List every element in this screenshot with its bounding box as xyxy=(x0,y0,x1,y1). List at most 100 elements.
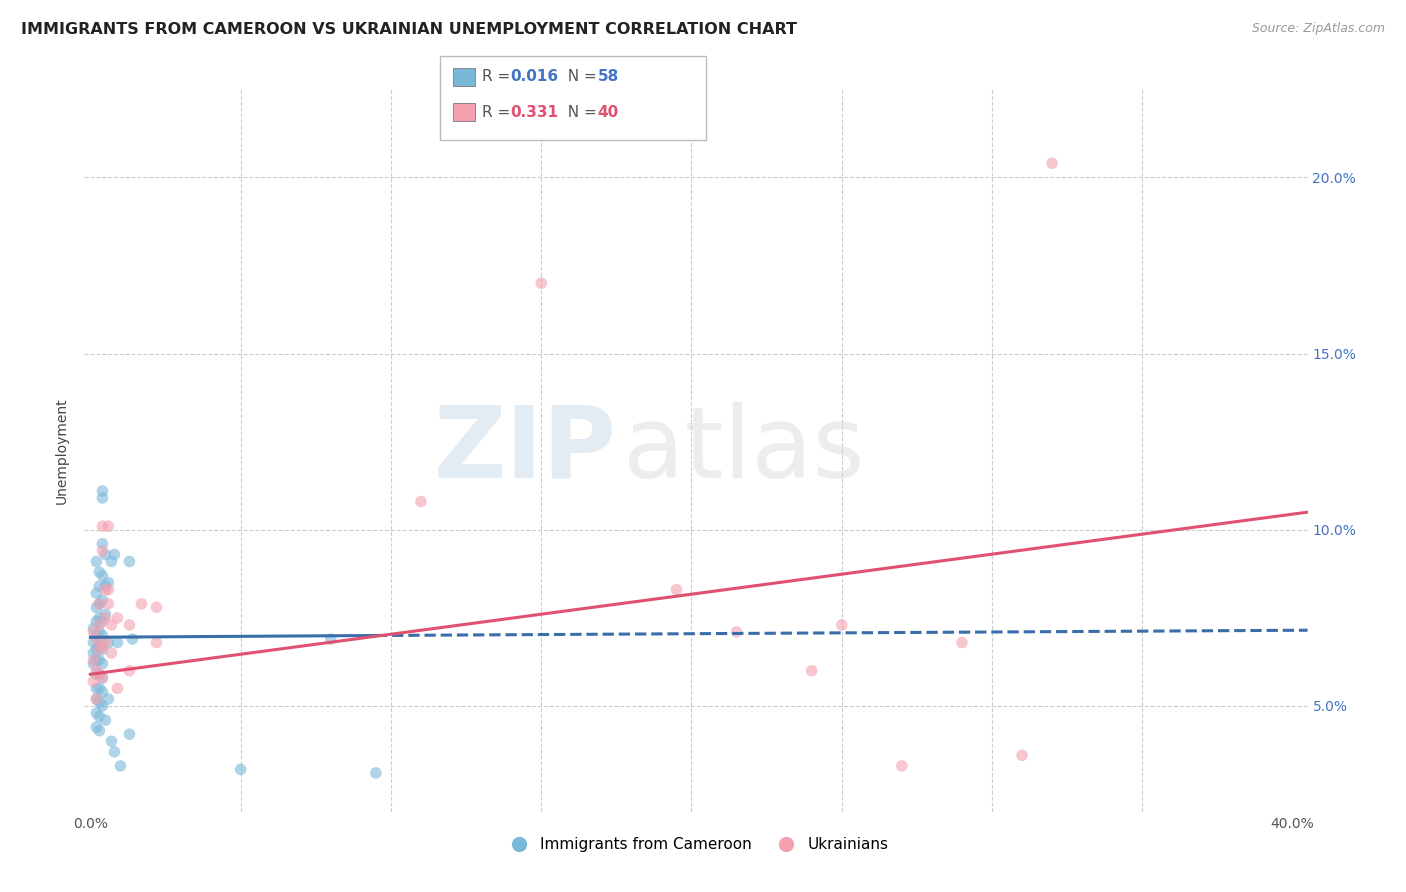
Point xyxy=(107,611,129,625)
Point xyxy=(89,642,111,657)
Point xyxy=(530,276,553,290)
Point xyxy=(86,586,108,600)
Point xyxy=(91,671,114,685)
Point xyxy=(82,674,104,689)
Point xyxy=(121,632,143,646)
Point xyxy=(319,632,342,646)
Point xyxy=(94,607,117,622)
Point xyxy=(91,615,114,629)
Point xyxy=(89,597,111,611)
Point xyxy=(91,593,114,607)
Point xyxy=(89,618,111,632)
Point xyxy=(107,681,129,696)
Point xyxy=(890,759,912,773)
Point xyxy=(97,575,120,590)
Point xyxy=(118,727,141,741)
Point xyxy=(118,664,141,678)
Point xyxy=(86,642,108,657)
Point xyxy=(91,519,114,533)
Point xyxy=(82,622,104,636)
Point xyxy=(145,635,167,649)
Legend: Immigrants from Cameroon, Ukrainians: Immigrants from Cameroon, Ukrainians xyxy=(498,831,894,858)
Point xyxy=(82,653,104,667)
Point xyxy=(89,696,111,710)
Point xyxy=(89,565,111,579)
Point xyxy=(82,624,104,639)
Point xyxy=(86,720,108,734)
Point xyxy=(86,554,108,568)
Text: 0.331: 0.331 xyxy=(510,105,558,120)
Point xyxy=(107,635,129,649)
Point xyxy=(103,745,125,759)
Point xyxy=(89,709,111,723)
Point xyxy=(118,618,141,632)
Point xyxy=(100,646,122,660)
Point xyxy=(91,568,114,582)
Point xyxy=(110,759,132,773)
Point xyxy=(229,763,252,777)
Point xyxy=(82,657,104,671)
Text: 40: 40 xyxy=(598,105,619,120)
Point xyxy=(91,698,114,713)
Point xyxy=(950,635,973,649)
Point xyxy=(86,664,108,678)
Text: R =: R = xyxy=(482,105,516,120)
Point xyxy=(91,491,114,505)
Point xyxy=(665,582,688,597)
Point xyxy=(131,597,153,611)
Point xyxy=(91,483,114,498)
Point xyxy=(86,600,108,615)
Y-axis label: Unemployment: Unemployment xyxy=(55,397,69,504)
Point xyxy=(86,681,108,696)
Point xyxy=(94,635,117,649)
Point xyxy=(100,734,122,748)
Point xyxy=(94,582,117,597)
Text: IMMIGRANTS FROM CAMEROON VS UKRAINIAN UNEMPLOYMENT CORRELATION CHART: IMMIGRANTS FROM CAMEROON VS UKRAINIAN UN… xyxy=(21,22,797,37)
Text: R =: R = xyxy=(482,70,516,84)
Point xyxy=(89,653,111,667)
Point xyxy=(97,582,120,597)
Point xyxy=(100,618,122,632)
Text: N =: N = xyxy=(558,70,602,84)
Point xyxy=(831,618,853,632)
Point xyxy=(94,548,117,562)
Point xyxy=(94,579,117,593)
Point xyxy=(91,657,114,671)
Point xyxy=(364,766,387,780)
Point xyxy=(82,646,104,660)
Point xyxy=(86,692,108,706)
Text: 58: 58 xyxy=(598,70,619,84)
Point xyxy=(91,671,114,685)
Point xyxy=(86,628,108,642)
Point xyxy=(94,713,117,727)
Point xyxy=(82,635,104,649)
Point xyxy=(145,600,167,615)
Point xyxy=(409,494,432,508)
Point xyxy=(91,642,114,657)
Point xyxy=(89,723,111,738)
Point xyxy=(89,624,111,639)
Point xyxy=(91,544,114,558)
Point xyxy=(91,537,114,551)
Point xyxy=(89,597,111,611)
Text: ZIP: ZIP xyxy=(433,402,616,499)
Point xyxy=(97,635,120,649)
Point xyxy=(91,685,114,699)
Point xyxy=(103,548,125,562)
Point xyxy=(91,628,114,642)
Point xyxy=(89,579,111,593)
Point xyxy=(1011,748,1033,763)
Point xyxy=(118,554,141,568)
Point xyxy=(86,706,108,720)
Point xyxy=(94,611,117,625)
Point xyxy=(86,632,108,646)
Text: Source: ZipAtlas.com: Source: ZipAtlas.com xyxy=(1251,22,1385,36)
Point xyxy=(725,624,748,639)
Point xyxy=(89,611,111,625)
Point xyxy=(89,667,111,681)
Point xyxy=(100,554,122,568)
Point xyxy=(89,681,111,696)
Point xyxy=(91,639,114,653)
Point xyxy=(97,597,120,611)
Point xyxy=(86,692,108,706)
